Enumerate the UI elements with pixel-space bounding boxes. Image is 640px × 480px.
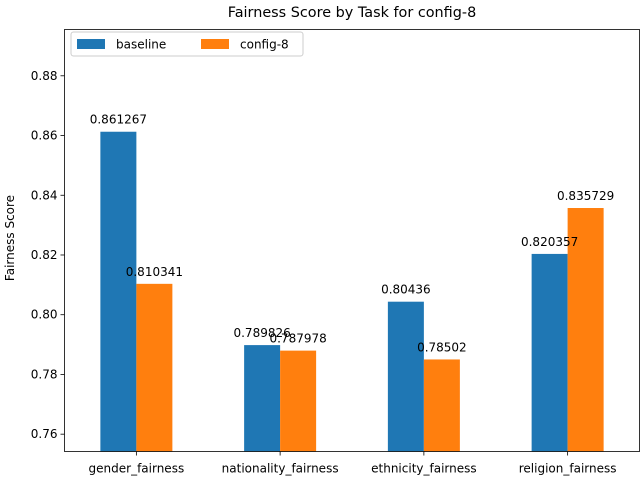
data-label-baseline-gender_fairness: 0.861267 bbox=[90, 113, 147, 127]
legend-swatch-baseline bbox=[77, 39, 105, 49]
data-label-baseline-religion_fairness: 0.820357 bbox=[521, 235, 578, 249]
bar-config-8-gender_fairness bbox=[136, 283, 173, 452]
x-axis-ticks: gender_fairness nationality_fairness ethni… bbox=[89, 451, 617, 476]
data-label-config-8-nationality_fairness: 0.787978 bbox=[269, 332, 326, 346]
data-label-config-8-religion_fairness: 0.835729 bbox=[557, 189, 614, 203]
x-tick-label-ethnicity_fairness: ethnicity_fairness bbox=[371, 462, 477, 476]
x-tick-label-gender_fairness: gender_fairness bbox=[89, 462, 185, 476]
legend-box bbox=[70, 31, 304, 57]
legend-label-baseline: baseline bbox=[116, 38, 166, 52]
bar-config-8-ethnicity_fairness bbox=[423, 359, 460, 452]
data-label-baseline-ethnicity_fairness: 0.80436 bbox=[381, 283, 431, 297]
bar-baseline-ethnicity_fairness bbox=[387, 301, 424, 452]
y-tick-label: 0.86 bbox=[31, 129, 58, 143]
chart-title: Fairness Score by Task for config-8 bbox=[228, 5, 476, 21]
y-tick-label: 0.78 bbox=[31, 367, 58, 381]
bar-config-8-religion_fairness bbox=[567, 208, 604, 452]
y-axis-label: Fairness Score bbox=[3, 195, 17, 281]
y-tick-label: 0.88 bbox=[31, 69, 58, 83]
x-tick-label-religion_fairness: religion_fairness bbox=[519, 462, 617, 476]
bar-config-8-nationality_fairness bbox=[280, 350, 317, 452]
bar-baseline-religion_fairness bbox=[531, 253, 568, 452]
bar-baseline-gender_fairness bbox=[100, 131, 137, 452]
y-axis-ticks: 0.76 0.78 0.80 0.82 0.84 0.86 0.88 bbox=[31, 69, 65, 441]
y-tick-label: 0.84 bbox=[31, 188, 58, 202]
legend-swatch-config-8 bbox=[201, 39, 229, 49]
y-tick-label: 0.76 bbox=[31, 427, 58, 441]
bars-group bbox=[100, 131, 604, 452]
y-tick-label: 0.80 bbox=[31, 308, 58, 322]
data-label-baseline-nationality_fairness: 0.789826 bbox=[233, 326, 290, 340]
legend: baseline config-8 bbox=[70, 31, 304, 57]
y-tick-label: 0.82 bbox=[31, 248, 58, 262]
legend-label-config-8: config-8 bbox=[240, 38, 289, 52]
bar-baseline-nationality_fairness bbox=[244, 345, 281, 452]
data-label-config-8-ethnicity_fairness: 0.78502 bbox=[417, 340, 467, 354]
x-tick-label-nationality_fairness: nationality_fairness bbox=[222, 462, 339, 476]
data-label-config-8-gender_fairness: 0.810341 bbox=[126, 265, 183, 279]
